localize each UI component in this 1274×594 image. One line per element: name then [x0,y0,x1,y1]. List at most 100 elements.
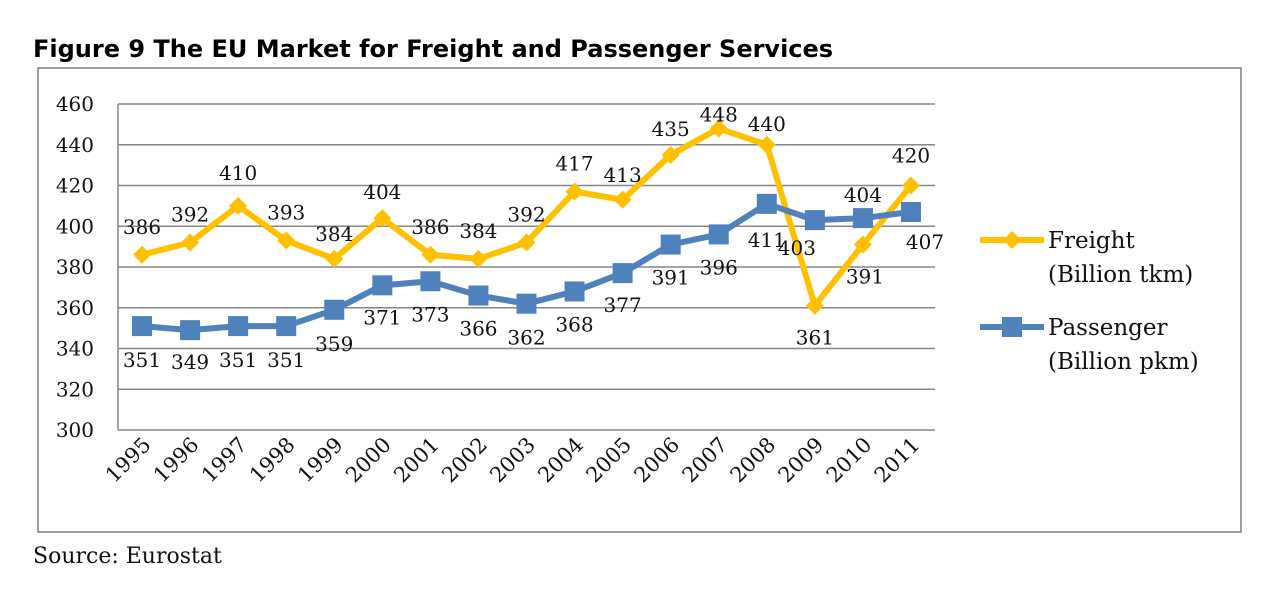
data-point [373,209,392,228]
data-point [469,249,488,268]
data-label: 410 [219,161,257,185]
data-point [612,263,633,284]
data-label: 384 [315,222,353,246]
data-point [805,296,824,315]
data-label: 448 [700,102,738,126]
data-point [181,233,200,252]
x-tick-label: 2011 [870,433,925,488]
data-label: 384 [459,219,497,243]
data-label: 407 [906,230,944,254]
y-tick-label: 420 [56,174,94,198]
data-point [516,293,537,314]
x-tick-label: 1995 [101,433,156,488]
x-tick-label: 2002 [437,433,492,488]
x-tick-label: 2003 [485,433,540,488]
y-tick-label: 300 [56,418,94,442]
data-label: 361 [796,326,834,350]
data-label: 386 [411,215,449,239]
data-label: 404 [844,183,882,207]
series-passenger: 351 349 351 351 359 371 373 366 362 368 377 391 396 4… [123,183,944,374]
data-point [613,190,632,209]
data-label: 349 [171,350,209,374]
chart-title: Figure 9 The EU Market for Freight and P… [33,35,833,63]
data-label: 393 [267,201,305,225]
data-point [660,234,681,255]
x-tick-label: 2004 [533,433,588,488]
data-label: 371 [363,305,401,329]
data-label: 351 [219,348,257,372]
data-label: 411 [748,228,786,252]
data-point [420,271,441,292]
data-label: 435 [652,117,690,141]
data-label: 359 [315,332,353,356]
data-label: 373 [411,302,449,326]
data-point [372,275,393,296]
data-label: 377 [604,293,642,317]
legend-label: Freight [1048,228,1135,254]
data-label: 351 [123,348,161,372]
data-point [564,281,585,302]
y-tick-label: 400 [56,214,94,238]
x-tick-label: 1999 [293,433,348,488]
x-tick-label: 2010 [822,433,877,488]
legend-marker [1002,317,1022,337]
data-point [901,176,920,195]
x-tick-label: 2008 [726,433,781,488]
data-point [229,196,248,215]
series-freight: 386 392 410 393 384 404 386 384 392 417 413 435 448 4… [123,102,930,349]
data-point [468,285,489,306]
data-label: 396 [700,255,738,279]
data-point [756,193,777,214]
legend-marker [1003,231,1021,249]
x-tick-label: 1996 [149,433,204,488]
legend: Freight (Billion tkm) Passenger (Billion pk… [980,228,1199,375]
data-point [853,235,872,254]
y-tick-label: 440 [56,133,94,157]
x-tick-label: 2009 [774,433,829,488]
x-tick-label: 2005 [581,433,636,488]
data-point [228,316,249,337]
data-point [132,316,153,337]
series-layer: 386 392 410 393 384 404 386 384 392 417 413 435 448 4… [123,102,944,374]
gridlines [117,103,935,431]
x-tick-label: 2006 [629,433,684,488]
data-label: 351 [267,348,305,372]
data-label: 368 [555,312,593,336]
data-point [709,119,728,138]
data-point [565,182,584,201]
data-label: 386 [123,215,161,239]
data-label: 392 [171,203,209,227]
legend-unit: (Billion pkm) [1048,349,1199,375]
y-tick-label: 460 [56,92,94,116]
data-point [900,201,921,222]
data-label: 391 [652,266,690,290]
legend-item-freight: Freight (Billion tkm) [980,228,1193,288]
data-point [661,145,680,164]
y-tick-label: 360 [56,296,94,320]
data-label: 440 [748,112,786,136]
data-label: 391 [846,265,884,289]
chart-frame [37,67,1242,533]
x-tick-label: 1997 [197,433,252,488]
data-point [852,208,873,229]
x-tick-label: 1998 [245,433,300,488]
x-axis-ticks: 1995199619971998199920002001200220032004… [101,433,925,488]
y-axis-ticks: 300 320 340 360 380 400 420 440 460 [56,92,94,442]
y-tick-label: 320 [56,377,94,401]
data-point [708,224,729,245]
x-tick-label: 2000 [341,433,396,488]
legend-item-passenger: Passenger (Billion pkm) [980,315,1199,375]
data-label: 404 [363,180,401,204]
data-label: 417 [555,152,593,176]
data-label: 413 [604,163,642,187]
x-tick-label: 2001 [389,433,444,488]
data-point [324,299,345,320]
legend-label: Passenger [1048,315,1168,341]
y-tick-label: 340 [56,337,94,361]
data-point [517,233,536,252]
data-label: 420 [892,144,930,168]
data-point [421,245,440,264]
data-point [325,249,344,268]
data-label: 392 [507,203,545,227]
